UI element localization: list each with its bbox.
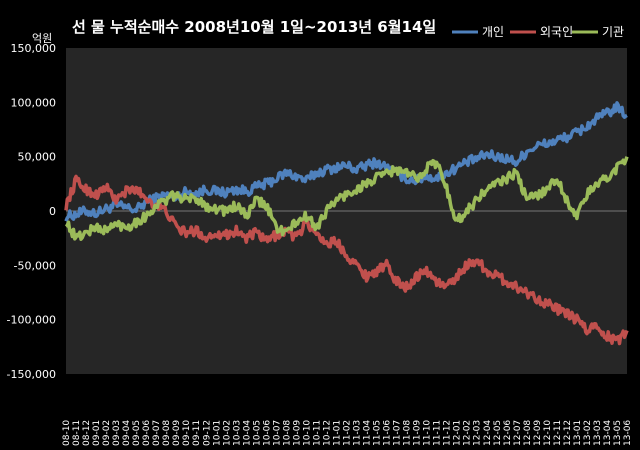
x-tick-label: 10-01 <box>212 420 222 446</box>
x-tick-label: 11-10 <box>423 420 433 446</box>
x-tick-label: 11-11 <box>433 420 443 446</box>
x-tick-label: 10-03 <box>232 420 242 446</box>
x-tick-label: 09-04 <box>122 420 132 446</box>
x-tick-label: 11-05 <box>373 420 383 446</box>
x-tick-label: 11-04 <box>363 420 373 446</box>
x-tick-label: 10-12 <box>322 420 332 446</box>
x-tick-label: 11-02 <box>343 420 353 446</box>
x-tick-label: 09-10 <box>182 420 192 446</box>
legend: 개인 외국인 기관 <box>452 25 624 39</box>
series-lines <box>64 101 629 346</box>
x-tick-label: 08-12 <box>82 420 92 446</box>
y-tick-label: -150,000 <box>7 368 56 381</box>
x-tick-label: 10-11 <box>312 420 322 446</box>
x-tick-label: 12-03 <box>473 420 483 446</box>
x-tick-label: 12-11 <box>553 420 563 446</box>
x-axis-ticks: 08-10 08-11 08-12 09-01 09-02 09-03 09-04 09-05… <box>62 420 633 446</box>
x-tick-label: 10-10 <box>302 420 312 446</box>
x-tick-label: 09-08 <box>162 420 172 446</box>
x-tick-label: 11-07 <box>393 420 403 446</box>
y-tick-label: -100,000 <box>7 314 56 327</box>
x-tick-label: 10-05 <box>252 420 262 446</box>
x-tick-label: 11-09 <box>413 420 423 446</box>
x-tick-label: 09-01 <box>92 420 102 446</box>
x-tick-label: 13-01 <box>573 420 583 446</box>
series-line-3 <box>64 156 629 241</box>
x-tick-label: 12-09 <box>533 420 543 446</box>
x-tick-label: 09-02 <box>102 420 112 446</box>
legend-label: 개인 <box>482 25 504 39</box>
series-line-1 <box>64 101 628 222</box>
legend-label: 외국인 <box>540 25 573 39</box>
x-tick-label: 11-06 <box>383 420 393 446</box>
y-tick-label: 0 <box>49 205 56 218</box>
x-tick-label: 12-12 <box>563 420 573 446</box>
y-axis-ticks: 150,000 100,000 50,000 0 -50,000 -100,000 -150… <box>7 42 56 381</box>
x-tick-label: 11-08 <box>403 420 413 446</box>
x-tick-label: 09-12 <box>202 420 212 446</box>
x-tick-label: 13-05 <box>613 420 623 446</box>
y-tick-label: 150,000 <box>11 42 57 55</box>
chart-title: 선 물 누적순매수 2008년10월 1일~2013년 6월14일 <box>72 18 436 36</box>
x-tick-label: 11-01 <box>332 420 342 446</box>
x-tick-label: 10-08 <box>282 420 292 446</box>
x-tick-label: 09-11 <box>192 420 202 446</box>
x-tick-label: 12-07 <box>513 420 523 446</box>
x-tick-label: 09-03 <box>112 420 122 446</box>
x-tick-label: 09-05 <box>132 420 142 446</box>
x-tick-label: 13-04 <box>603 420 613 446</box>
x-tick-label: 12-10 <box>543 420 553 446</box>
x-tick-label: 13-06 <box>623 420 633 446</box>
x-tick-label: 13-02 <box>583 420 593 446</box>
legend-label: 기관 <box>602 25 624 39</box>
x-tick-label: 12-04 <box>483 420 493 446</box>
x-tick-label: 12-02 <box>463 420 473 446</box>
x-tick-label: 11-12 <box>443 420 453 446</box>
y-tick-label: 100,000 <box>11 96 57 109</box>
x-tick-label: 10-04 <box>242 420 252 446</box>
y-axis-label: 억원 <box>32 32 52 45</box>
y-tick-label: 50,000 <box>18 151 57 164</box>
x-tick-label: 10-06 <box>262 420 272 446</box>
x-tick-label: 12-05 <box>493 420 503 446</box>
x-tick-label: 13-03 <box>593 420 603 446</box>
x-tick-label: 09-07 <box>152 420 162 446</box>
y-tick-label: -50,000 <box>14 259 56 272</box>
x-tick-label: 10-09 <box>292 420 302 446</box>
x-tick-label: 12-01 <box>453 420 463 446</box>
x-tick-label: 09-09 <box>172 420 182 446</box>
x-tick-label: 11-03 <box>353 420 363 446</box>
x-tick-label: 12-08 <box>523 420 533 446</box>
x-tick-label: 08-11 <box>72 420 82 446</box>
x-tick-label: 08-10 <box>62 420 72 446</box>
x-tick-label: 10-07 <box>272 420 282 446</box>
x-tick-label: 10-02 <box>222 420 232 446</box>
x-tick-label: 09-06 <box>142 420 152 446</box>
x-tick-label: 12-06 <box>503 420 513 446</box>
